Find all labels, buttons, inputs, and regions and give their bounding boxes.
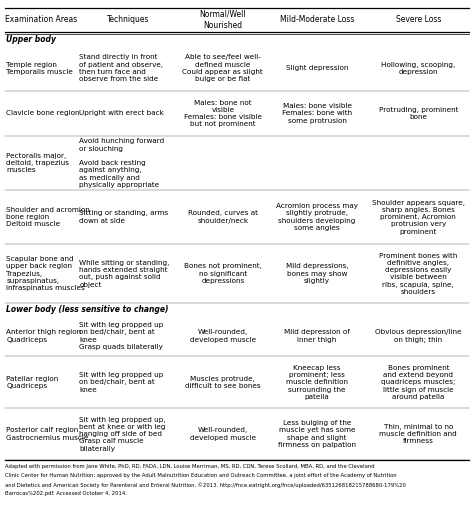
Text: Sitting or standing, arms
down at side: Sitting or standing, arms down at side [80,210,169,224]
Text: Males: bone not
visible
Females: bone visible
but not prominent: Males: bone not visible Females: bone vi… [184,100,262,128]
Text: Examination Areas: Examination Areas [5,16,78,24]
Text: Temple region
Temporalis muscle: Temple region Temporalis muscle [6,61,73,75]
Text: Posterior calf region
Gastrocnemius muscle: Posterior calf region Gastrocnemius musc… [6,427,89,441]
Text: Shoulder appears square,
sharp angles. Bones
prominent. Acromion
protrusion very: Shoulder appears square, sharp angles. B… [372,200,465,235]
Text: Obvious depression/line
on thigh; thin: Obvious depression/line on thigh; thin [375,329,462,342]
Text: Able to see/feel well-
defined muscle
Could appear as slight
bulge or be flat: Able to see/feel well- defined muscle Co… [182,54,263,82]
Text: Anterior thigh region
Quadriceps: Anterior thigh region Quadriceps [6,329,82,342]
Text: Prominent bones with
definitive angles,
depressions easily
visible between
ribs,: Prominent bones with definitive angles, … [379,252,457,295]
Text: Scapular bone and
upper back region
Trapezius,
supraspinatus,
infraspinatus musc: Scapular bone and upper back region Trap… [6,256,85,291]
Text: Well-rounded,
developed muscle: Well-rounded, developed muscle [190,427,256,441]
Text: Rounded, curves at
shoulder/neck: Rounded, curves at shoulder/neck [188,210,258,224]
Text: Severe Loss: Severe Loss [396,16,441,24]
Text: Mild depressions,
bones may show
slightly: Mild depressions, bones may show slightl… [286,264,348,284]
Text: Avoid hunching forward
or slouching

Avoid back resting
against anything,
as med: Avoid hunching forward or slouching Avoi… [80,138,164,188]
Text: Normal/Well
Nourished: Normal/Well Nourished [200,10,246,30]
Text: Thin, minimal to no
muscle definition and
firmness: Thin, minimal to no muscle definition an… [380,424,457,444]
Text: Sit with leg propped up
on bed/chair, bent at
knee: Sit with leg propped up on bed/chair, be… [80,372,164,393]
Text: Upright with erect back: Upright with erect back [80,110,164,116]
Text: Bones not prominent,
no significant
depressions: Bones not prominent, no significant depr… [184,264,262,284]
Text: Slight depression: Slight depression [286,65,348,71]
Text: and Dietetics and American Society for Parenteral and Enteral Nutrition. ©2013. : and Dietetics and American Society for P… [5,482,406,488]
Text: Clavicle bone region: Clavicle bone region [6,110,80,116]
Text: Hollowing, scooping,
depression: Hollowing, scooping, depression [381,61,456,75]
Text: Adapted with permission from Jane White, PhD, RD, FADA, LDN, Louise Merriman, MS: Adapted with permission from Jane White,… [5,464,374,469]
Text: Lower body (less sensitive to change): Lower body (less sensitive to change) [6,305,168,314]
Text: Mild depression of
inner thigh: Mild depression of inner thigh [284,329,350,342]
Text: Kneecap less
prominent; less
muscle definition
surrounding the
patella: Kneecap less prominent; less muscle defi… [286,365,348,400]
Text: Sit with leg propped up
on bed/chair, bent at
knee
Grasp quads bilaterally: Sit with leg propped up on bed/chair, be… [80,322,164,350]
Text: Patellar region
Quadriceps: Patellar region Quadriceps [6,376,59,389]
Text: Less bulging of the
muscle yet has some
shape and slight
firmness on palpation: Less bulging of the muscle yet has some … [278,420,356,448]
Text: Well-rounded,
developed muscle: Well-rounded, developed muscle [190,329,256,342]
Text: Clinic Center for Human Nutrition; approved by the Adult Malnutrition Education : Clinic Center for Human Nutrition; appro… [5,473,397,478]
Text: Pectoralis major,
deltoid, trapezius
muscles: Pectoralis major, deltoid, trapezius mus… [6,153,69,173]
Text: Protruding, prominent
bone: Protruding, prominent bone [379,107,458,120]
Text: Males: bone visible
Females: bone with
some protrusion: Males: bone visible Females: bone with s… [282,103,352,124]
Text: Upper body: Upper body [6,35,56,44]
Text: Sit with leg propped up,
bent at knee or with leg
hanging off side of bed
Grasp : Sit with leg propped up, bent at knee or… [80,417,166,452]
Text: Bones prominent
and extend beyond
quadriceps muscles;
little sign of muscle
arou: Bones prominent and extend beyond quadri… [381,365,456,400]
Text: Shoulder and acromion
bone region
Deltoid muscle: Shoulder and acromion bone region Deltoi… [6,207,90,227]
Text: Mild-Moderate Loss: Mild-Moderate Loss [280,16,354,24]
Text: Stand directly in front
of patient and observe,
then turn face and
observe from : Stand directly in front of patient and o… [80,54,164,82]
Text: Muscles protrude,
difficult to see bones: Muscles protrude, difficult to see bones [185,376,261,389]
Text: While sitting or standing,
hands extended straight
out, push against solid
objec: While sitting or standing, hands extende… [80,260,170,288]
Text: Barrocas%202.pdf. Accessed October 4, 2014.: Barrocas%202.pdf. Accessed October 4, 20… [5,491,127,496]
Text: Acromion process may
slightly protrude,
shoulders developing
some angles: Acromion process may slightly protrude, … [276,203,358,231]
Text: Techniques: Techniques [108,16,150,24]
